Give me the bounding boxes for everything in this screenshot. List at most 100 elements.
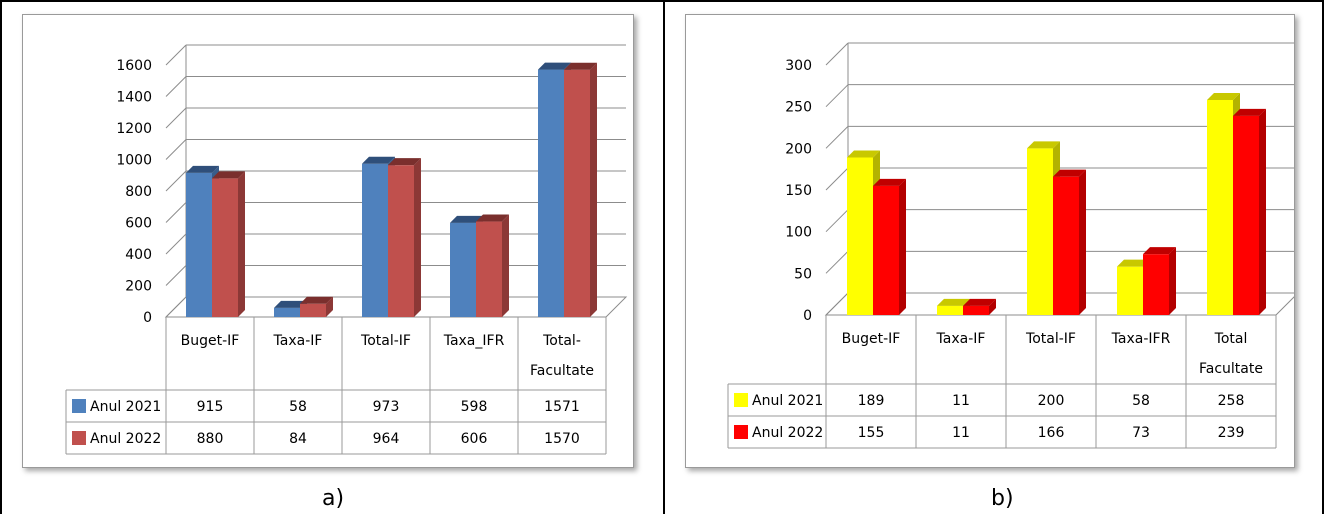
- caption-a: a): [322, 486, 345, 511]
- bar-top: [300, 296, 333, 304]
- table-value: 258: [1218, 393, 1245, 409]
- bar-top: [186, 165, 219, 173]
- gridline-diagonal: [825, 250, 849, 274]
- bar-top: [362, 156, 395, 164]
- legend-label: Anul 2021: [90, 399, 161, 415]
- category-label: Total-IF: [1025, 331, 1076, 347]
- category-label: Total-: [542, 333, 581, 349]
- gridline-diagonal: [165, 139, 187, 160]
- bar-anul-2022-taxa-ifr: [476, 214, 509, 317]
- bar-side: [989, 298, 996, 315]
- bar-front: [1233, 115, 1259, 315]
- bar-front: [212, 178, 238, 317]
- category-label: Taxa-IF: [936, 331, 986, 347]
- legend-label: Anul 2022: [752, 425, 823, 441]
- chart-b: 0 50 100 150 200 250 300 Buget-IF Taxa-IF Total-I…: [727, 42, 1294, 449]
- bar-front: [1053, 176, 1079, 315]
- table-value: 200: [1038, 393, 1065, 409]
- bar-top: [388, 158, 421, 166]
- bar-side: [899, 178, 906, 315]
- bar-side: [1169, 247, 1176, 315]
- bar-anul-2022-total-facultate: [564, 62, 597, 317]
- chart-a-frame: 0 200 400 600 800 1000 1200 1400 1600 Buget-IF Tax…: [22, 14, 634, 468]
- chart-a: 0 200 400 600 800 1000 1200 1400 1600 Buget-IF Tax…: [65, 44, 628, 455]
- bar-front: [1117, 266, 1143, 315]
- caption-b: b): [991, 486, 1014, 511]
- bar-front: [362, 163, 388, 317]
- bar-side: [326, 296, 333, 317]
- bar-front: [274, 307, 300, 317]
- legend-label: Anul 2022: [90, 431, 161, 447]
- bar-front: [1027, 148, 1053, 315]
- bar-anul-2022-taxa-ifr: [1143, 247, 1176, 315]
- y-tick-label: 150: [785, 183, 812, 199]
- table-value: 1571: [544, 399, 580, 415]
- table-value: 880: [197, 431, 224, 447]
- legend-label: Anul 2021: [752, 393, 823, 409]
- table-value: 73: [1132, 425, 1150, 441]
- category-label: Taxa_IFR: [443, 333, 505, 349]
- bar-anul-2022-buget-if: [212, 171, 245, 317]
- gridline-diagonal: [165, 107, 187, 129]
- category-label: Total-IF: [360, 333, 411, 349]
- bar-front: [937, 305, 963, 315]
- table-value: 189: [858, 393, 885, 409]
- bar-side: [238, 171, 245, 317]
- bar-top: [937, 298, 970, 306]
- bar-front: [1207, 100, 1233, 315]
- y-tick-label: 250: [785, 100, 812, 116]
- panel-b: 0 50 100 150 200 250 300 Buget-IF Taxa-IF Total-I…: [664, 0, 1324, 514]
- bar-top: [1117, 259, 1150, 267]
- chart-b-frame: 0 50 100 150 200 250 300 Buget-IF Taxa-IF Total-I…: [685, 14, 1295, 468]
- bar-top: [538, 62, 571, 70]
- y-tick-label: 0: [143, 310, 152, 326]
- bar-side: [590, 62, 597, 317]
- bar-top: [1053, 169, 1086, 177]
- table-value: 58: [1132, 393, 1150, 409]
- table-value: 1570: [544, 431, 580, 447]
- bar-side: [414, 158, 421, 317]
- category-label: Facultate: [530, 363, 594, 379]
- gridline-diagonal: [165, 265, 187, 286]
- table-value: 11: [952, 393, 970, 409]
- bar-top: [847, 150, 880, 158]
- bar-top: [212, 171, 245, 179]
- y-tick-label: 1000: [116, 153, 152, 169]
- gridline-diagonal: [825, 42, 849, 66]
- bar-side: [1079, 169, 1086, 315]
- bar-front: [388, 165, 414, 317]
- table-value: 155: [858, 425, 885, 441]
- y-tick-label: 200: [125, 279, 152, 295]
- bar-top: [1233, 108, 1266, 116]
- panel-a: 0 200 400 600 800 1000 1200 1400 1600 Buget-IF Tax…: [0, 0, 664, 514]
- bar-top: [1143, 247, 1176, 255]
- bar-anul-2022-total-facultate: [1233, 108, 1266, 315]
- bar-top: [1027, 141, 1060, 149]
- bar-front: [564, 69, 590, 317]
- category-label: Facultate: [1199, 361, 1263, 377]
- bar-front: [538, 69, 564, 317]
- category-label: Buget-IF: [181, 333, 240, 349]
- y-tick-label: 300: [785, 58, 812, 74]
- bar-anul-2022-taxa-if: [300, 296, 333, 317]
- y-tick-label: 1400: [116, 90, 152, 106]
- gridline-diagonal: [165, 76, 187, 97]
- category-label: Taxa-IFR: [1111, 331, 1171, 347]
- gridline-diagonal: [825, 84, 849, 108]
- table-value: 58: [289, 399, 307, 415]
- bar-top: [963, 298, 996, 306]
- y-tick-label: 50: [794, 266, 812, 282]
- bar-front: [1143, 254, 1169, 315]
- legend-key-anul-2022: [72, 431, 86, 445]
- bar-anul-2022-buget-if: [873, 178, 906, 315]
- legend-key-anul-2021: [734, 393, 748, 407]
- gridline-diagonal: [165, 170, 187, 192]
- y-tick-label: 800: [125, 184, 152, 200]
- category-label: Taxa-IF: [273, 333, 323, 349]
- bar-front: [476, 221, 502, 317]
- y-tick-label: 1600: [116, 58, 152, 74]
- table-value: 606: [461, 431, 488, 447]
- table-value: 239: [1218, 425, 1245, 441]
- bar-front: [300, 303, 326, 317]
